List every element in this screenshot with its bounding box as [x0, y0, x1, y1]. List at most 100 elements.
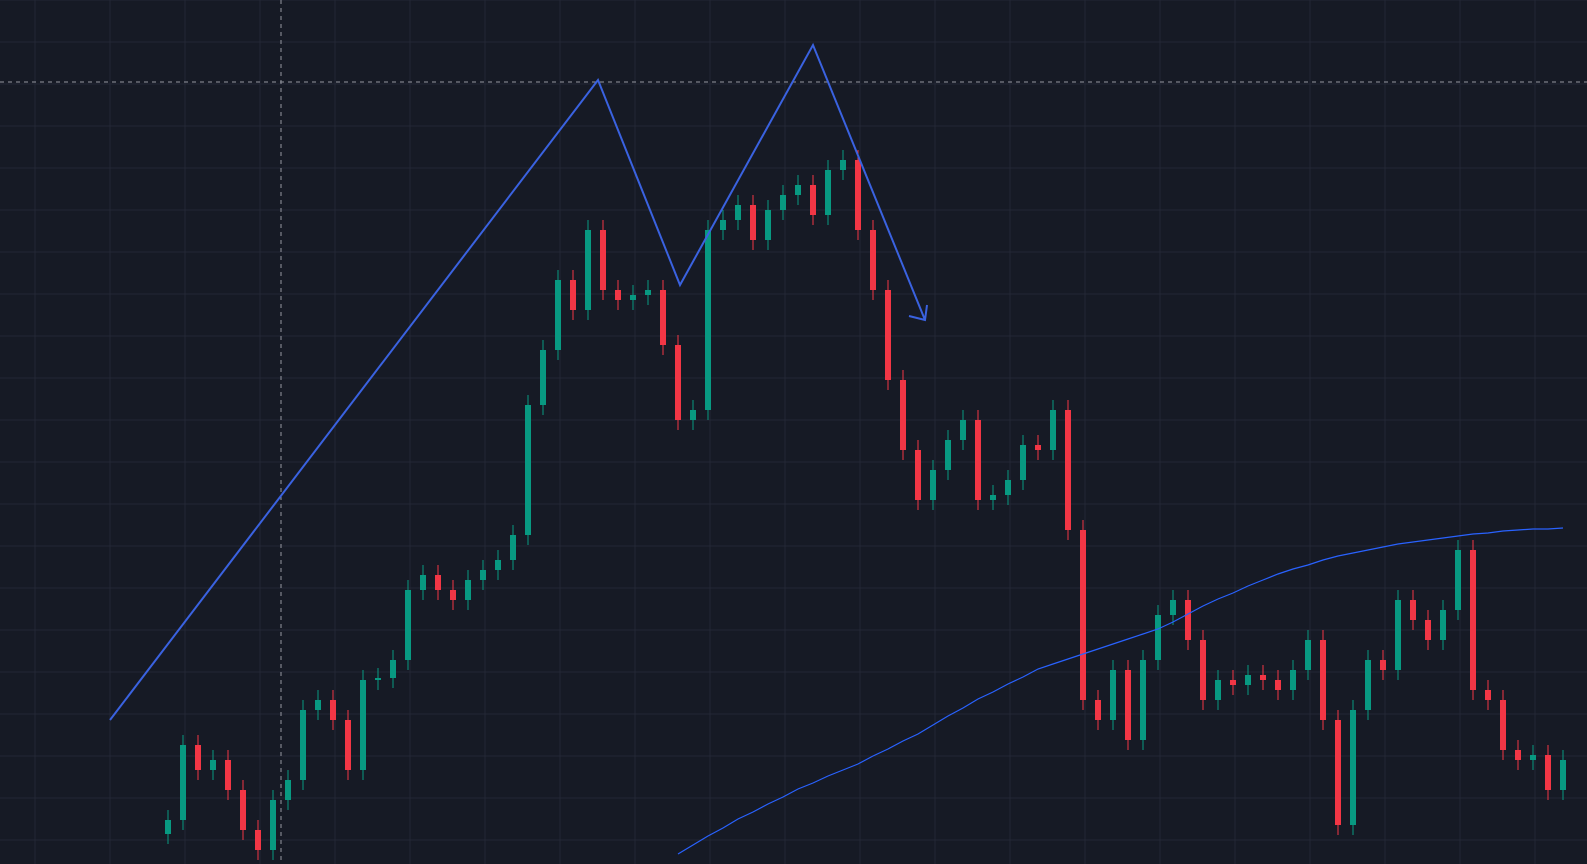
candles [165, 150, 1566, 860]
candle-body [1440, 610, 1446, 640]
candle-body [855, 160, 861, 230]
candle-body [930, 470, 936, 500]
candle-body [1410, 600, 1416, 620]
candle-body [1215, 680, 1221, 700]
candle-body [1140, 660, 1146, 740]
candle-body [630, 295, 636, 300]
candle-body [420, 575, 426, 590]
candle-body [1245, 675, 1251, 685]
candle-body [1050, 410, 1056, 450]
candle-body [1020, 445, 1026, 480]
candle-body [1335, 720, 1341, 825]
candle-body [1230, 680, 1236, 685]
candle-body [1485, 690, 1491, 700]
candle-body [1170, 600, 1176, 615]
candle-body [1260, 675, 1266, 680]
candle-body [210, 760, 216, 770]
candle-body [645, 290, 651, 295]
candle-body [735, 205, 741, 220]
candle-body [450, 590, 456, 600]
candle-body [345, 720, 351, 770]
candle-body [1560, 760, 1566, 790]
candle-body [705, 230, 711, 410]
pattern-drawing [109, 42, 926, 721]
candle-body [195, 745, 201, 770]
candle-body [975, 420, 981, 500]
candle-body [600, 230, 606, 290]
candle-body [360, 680, 366, 770]
candle-body [240, 790, 246, 830]
candle-body [885, 290, 891, 380]
candle-body [315, 700, 321, 710]
candle-body [720, 220, 726, 230]
candle-body [435, 575, 441, 590]
candle-body [1125, 670, 1131, 740]
candle-body [840, 160, 846, 170]
candle-body [1290, 670, 1296, 690]
candle-body [525, 405, 531, 535]
candle-body [225, 760, 231, 790]
candle-body [1035, 445, 1041, 450]
candle-body [765, 210, 771, 240]
candle-body [660, 290, 666, 345]
candle-body [555, 280, 561, 350]
candle-body [1305, 640, 1311, 670]
candle-body [750, 205, 756, 240]
candle-body [870, 230, 876, 290]
candle-body [780, 195, 786, 210]
candle-body [510, 535, 516, 560]
candle-body [300, 710, 306, 780]
candle-body [180, 745, 186, 820]
candle-body [1395, 600, 1401, 670]
candle-body [1080, 530, 1086, 700]
candle-body [165, 820, 171, 834]
candle-body [270, 800, 276, 850]
candle-body [1275, 680, 1281, 690]
candle-body [1005, 480, 1011, 495]
candle-body [465, 580, 471, 600]
candle-body [1545, 755, 1551, 790]
candle-body [990, 495, 996, 500]
candle-body [1425, 620, 1431, 640]
candle-body [375, 678, 381, 680]
candle-body [960, 420, 966, 440]
candle-body [405, 590, 411, 660]
candle-body [1380, 660, 1386, 670]
candle-body [1365, 660, 1371, 710]
pattern-arrowhead [908, 304, 928, 322]
candle-body [795, 185, 801, 195]
candle-body [285, 780, 291, 800]
candle-body [825, 170, 831, 215]
candle-body [1095, 700, 1101, 720]
candle-body [1110, 670, 1116, 720]
candle-body [675, 345, 681, 420]
candle-body [915, 450, 921, 500]
candle-body [1455, 550, 1461, 610]
candle-body [390, 660, 396, 678]
candle-body [1530, 755, 1536, 760]
candle-body [1500, 700, 1506, 750]
candle-body [585, 230, 591, 310]
candle-body [810, 185, 816, 215]
candle-body [1200, 640, 1206, 700]
candle-body [1065, 410, 1071, 530]
candle-body [900, 380, 906, 450]
candle-body [615, 290, 621, 300]
candle-body [495, 560, 501, 570]
candle-body [1470, 550, 1476, 690]
candle-body [690, 410, 696, 420]
candle-body [480, 570, 486, 580]
moving-average-line [677, 527, 1564, 855]
candle-body [570, 280, 576, 310]
candle-body [945, 440, 951, 470]
candle-body [540, 350, 546, 405]
candle-body [1155, 615, 1161, 660]
candle-body [1350, 710, 1356, 825]
candle-body [330, 700, 336, 720]
candle-body [255, 830, 261, 850]
candle-body [1515, 750, 1521, 760]
